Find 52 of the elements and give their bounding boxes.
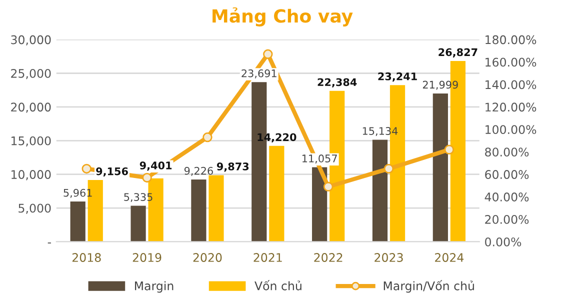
bar <box>208 175 224 242</box>
point <box>142 172 152 183</box>
x-tick-label: 2024 <box>435 253 464 262</box>
bar <box>130 206 146 242</box>
y2-tick-label: 160.00% <box>486 58 536 67</box>
x-tick-label: 2019 <box>132 253 162 262</box>
point <box>444 144 454 154</box>
y2-tick-label: 120.00% <box>486 102 536 112</box>
data-label: 22,384 <box>318 78 357 88</box>
bar <box>372 140 388 242</box>
data-label: 9,156 <box>96 167 128 177</box>
legend-label: Vốn chủ <box>254 280 302 290</box>
y2-tick-label: 40.00% <box>484 192 529 202</box>
data-label: 11,057 <box>302 154 337 164</box>
x-tick-label: 2022 <box>314 253 342 262</box>
y2-tick-label: 80.00% <box>485 148 529 157</box>
x-tick-label: 2020 <box>193 253 222 262</box>
y-tick-label: - <box>48 242 51 244</box>
bar <box>312 167 328 242</box>
data-label: 23,241 <box>378 72 417 82</box>
data-label: 9,873 <box>216 162 249 172</box>
data-label: 23,691 <box>242 69 276 78</box>
point <box>202 132 212 142</box>
point <box>384 164 394 174</box>
data-label: 26,827 <box>438 48 478 58</box>
x-tick-label: 2023 <box>374 253 403 262</box>
chart-title: Mảng Cho vay <box>212 7 353 26</box>
data-label: 9,401 <box>140 162 172 171</box>
data-label: 9,226 <box>184 166 213 176</box>
legend-label: Margin <box>135 281 174 293</box>
y-tick-label: 20,000 <box>11 102 51 113</box>
y2-tick-label: 0.00% <box>485 237 522 246</box>
legend-label: Margin/Vốn chủ <box>384 280 474 293</box>
y2-tick-label: 100.00% <box>486 125 536 134</box>
x-tick-label: 2018 <box>72 253 101 262</box>
y-tick-label: 5,000 <box>18 204 51 214</box>
y2-tick-label: 180.00% <box>486 35 536 44</box>
point <box>263 49 273 60</box>
bar <box>269 146 284 242</box>
y-tick-label: 25,000 <box>11 68 51 80</box>
bar <box>191 180 206 242</box>
y-tick-label: 10,000 <box>12 170 51 180</box>
point <box>82 164 92 174</box>
y2-tick-label: 140.00% <box>486 80 536 90</box>
x-tick-label: 2021 <box>254 253 282 262</box>
point <box>323 182 334 192</box>
y2-tick-label: 60.00% <box>485 170 529 179</box>
y2-tick-label: 20.00% <box>485 214 529 224</box>
bar <box>432 93 448 242</box>
y-tick-label: 15,000 <box>12 136 51 146</box>
bar <box>70 202 86 242</box>
y-tick-label: 30,000 <box>11 35 51 46</box>
